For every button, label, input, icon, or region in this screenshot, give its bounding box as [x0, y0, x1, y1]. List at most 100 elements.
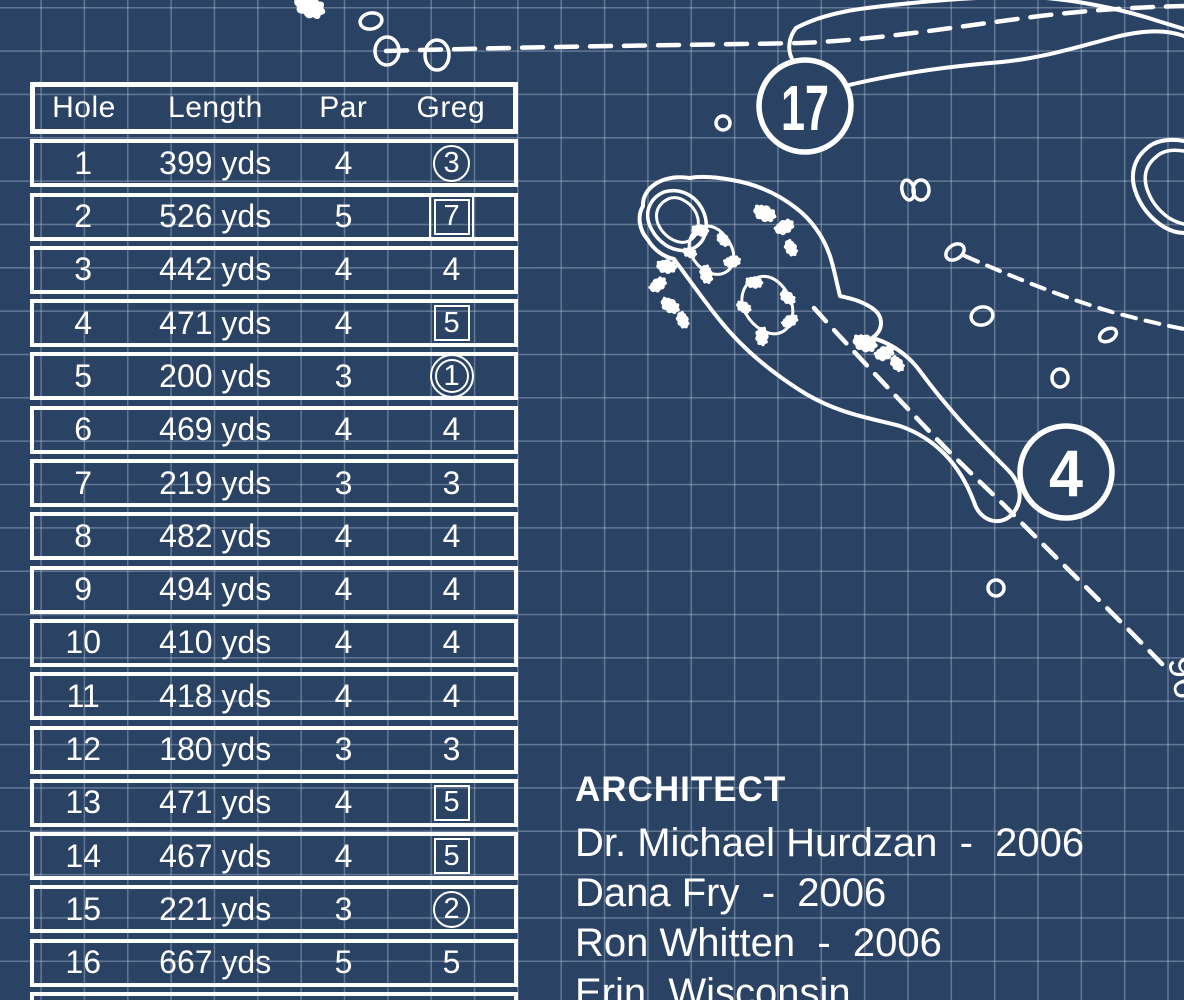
score-cell: 4 [389, 518, 514, 555]
par-cell: 3 [334, 464, 353, 501]
scorecard-table: Hole Length Par Greg 1 399 yds 4 3 2 526 yds 5… [30, 82, 518, 1000]
par-cell: 4 [334, 517, 353, 554]
score-cell: 4 [389, 624, 514, 661]
bunker-squiggles [646, 202, 909, 375]
table-row: 14 467 yds 4 5 [30, 832, 518, 881]
score-circle-marker: 3 [433, 144, 471, 182]
table-row: 9 494 yds 4 4 [30, 565, 518, 614]
hole-cell: 16 [65, 944, 101, 981]
score-cell: 3 [389, 144, 514, 182]
par-cell: 4 [334, 304, 353, 341]
tee-circle [373, 35, 401, 67]
architect-lines: Dr. Michael Hurdzan - 2006 Dana Fry - 20… [575, 818, 1084, 1000]
par-cell: 4 [334, 571, 353, 608]
score-plain: 3 [442, 731, 461, 768]
architect-block: ARCHITECT Dr. Michael Hurdzan - 2006 Dan… [575, 770, 1084, 1000]
score-double-circle-marker: 1 [429, 354, 474, 399]
table-row [30, 992, 518, 1000]
table-row: 4 471 yds 4 5 [30, 299, 518, 348]
tee-dash-line [963, 254, 1184, 331]
hole-4-fairway-outline [637, 174, 1022, 524]
length-cell: 180 yds [159, 731, 272, 768]
length-cell: 410 yds [159, 624, 272, 661]
table-row: 6 469 yds 4 4 [30, 405, 518, 454]
score-plain: 4 [442, 624, 461, 661]
hole-17-pin: 17 [756, 57, 854, 155]
score-cell: 2 [389, 890, 514, 928]
length-cell: 471 yds [159, 784, 272, 821]
score-cell: 4 [389, 411, 514, 448]
hole-4-number: 4 [1049, 436, 1083, 510]
header-length: Length [168, 91, 263, 124]
score-plain: 4 [442, 411, 461, 448]
score-cell: 4 [389, 251, 514, 288]
score-cell: 3 [389, 465, 514, 502]
length-cell: 399 yds [159, 144, 272, 181]
architect-line: Dr. Michael Hurdzan - 2006 [575, 821, 1085, 865]
hole-cell: 9 [74, 571, 93, 608]
hole-cell: 1 [74, 144, 93, 181]
score-plain: 3 [442, 464, 461, 501]
score-plain: 4 [442, 517, 461, 554]
length-cell: 418 yds [159, 677, 272, 714]
score-cell: 4 [389, 678, 514, 715]
table-row: 13 471 yds 4 5 [30, 778, 518, 827]
scorecard-header-row: Hole Length Par Greg [30, 82, 518, 134]
hole-cell: 2 [74, 198, 93, 235]
hole-cell: 5 [74, 357, 93, 394]
score-double-square-marker: 7 [429, 194, 475, 240]
length-cell: 221 yds [159, 890, 272, 927]
score-cell: 7 [389, 194, 514, 240]
length-cell: 471 yds [159, 304, 272, 341]
tee-oval [358, 11, 384, 31]
par-cell: 4 [334, 784, 353, 821]
length-cell: 494 yds [159, 571, 272, 608]
hole-4-pin: 4 [1017, 423, 1115, 521]
score-cell: 3 [389, 731, 514, 768]
architect-line: Erin, Wisconsin [575, 971, 851, 1000]
score-cell: 4 [389, 571, 514, 608]
hole-cell: 6 [74, 411, 93, 448]
tee-oval [1097, 326, 1119, 344]
score-cell: 5 [389, 944, 514, 981]
par-cell: 4 [334, 677, 353, 714]
length-cell: 469 yds [159, 411, 272, 448]
hole-cell: 15 [65, 890, 101, 927]
architect-line: Dana Fry - 2006 [575, 871, 887, 915]
hole-17-fairway-outline [787, 0, 1184, 88]
small-circle [986, 578, 1006, 598]
tee-circle [423, 38, 451, 72]
par-cell: 4 [334, 144, 353, 181]
length-cell: 219 yds [159, 464, 272, 501]
hole-cell: 12 [65, 731, 101, 768]
tee-oval [969, 305, 995, 327]
par-cell: 3 [334, 731, 353, 768]
table-row: 7 219 yds 3 3 [30, 459, 518, 508]
score-square-marker: 5 [433, 305, 470, 342]
par-cell: 3 [334, 357, 353, 394]
length-cell: 467 yds [159, 837, 272, 874]
hole-cell: 10 [65, 624, 101, 661]
hole-cell: 14 [65, 837, 101, 874]
hole-cell: 4 [74, 304, 93, 341]
table-row: 3 442 yds 4 4 [30, 245, 518, 294]
header-greg: Greg [416, 91, 486, 124]
par-cell: 5 [334, 944, 353, 981]
score-cell: 5 [389, 784, 514, 821]
score-plain: 4 [442, 571, 461, 608]
par-cell: 4 [334, 837, 353, 874]
hole-4-play-line [811, 305, 1167, 669]
score-cell: 5 [389, 305, 514, 342]
table-row: 12 180 yds 3 3 [30, 725, 518, 774]
yardage-label: 96 [1159, 652, 1184, 702]
header-hole: Hole [52, 91, 116, 124]
table-row: 16 667 yds 5 5 [30, 938, 518, 987]
score-cell: 5 [389, 838, 514, 875]
length-cell: 526 yds [159, 198, 272, 235]
hole-17-number: 17 [781, 72, 829, 144]
hole-cell: 13 [65, 784, 101, 821]
score-plain: 4 [442, 677, 461, 714]
par-cell: 5 [334, 198, 353, 235]
scorecard-rows: 1 399 yds 4 3 2 526 yds 5 7 3 442 yds 4 4 4 471 yds 4 5… [30, 139, 518, 1000]
